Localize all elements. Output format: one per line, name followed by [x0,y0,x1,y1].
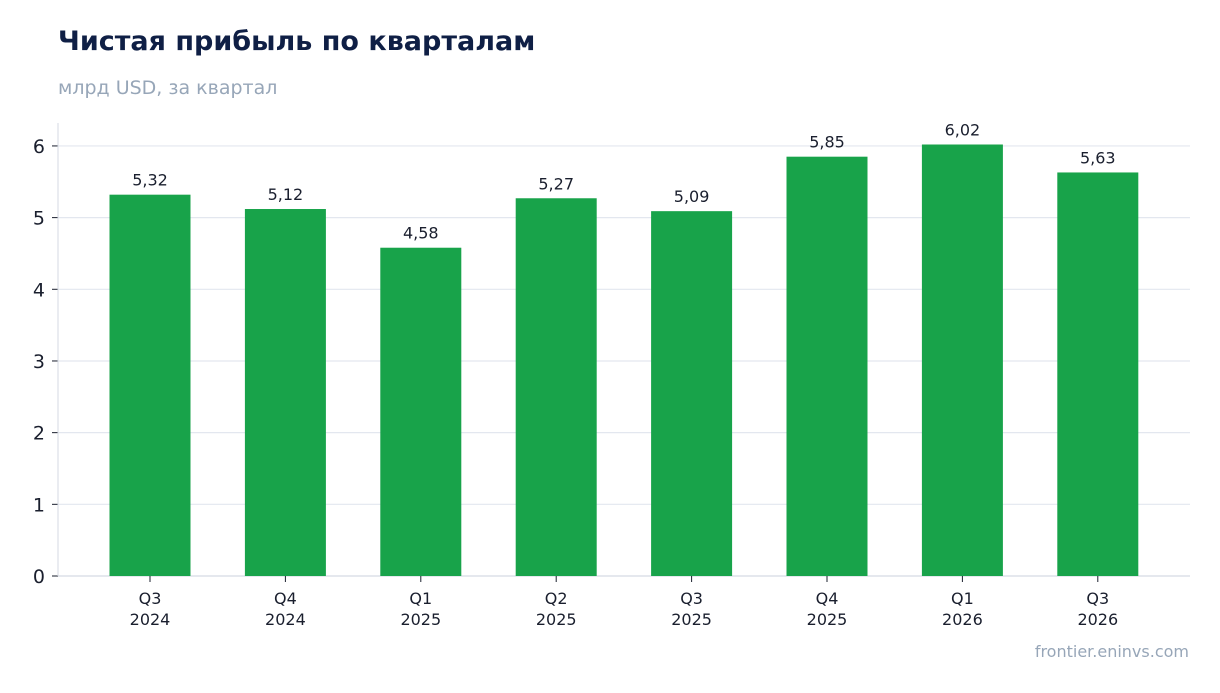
x-tick-label-quarter: Q4 [816,589,839,608]
x-tick-label-quarter: Q3 [680,589,703,608]
x-tick-label-year: 2024 [265,610,306,629]
bar-value-label: 6,02 [945,121,981,140]
y-tick-label: 2 [33,423,45,445]
bar [109,194,191,576]
y-tick-label: 3 [33,351,45,373]
labels: 5,32 Q3 2024 5,12 Q4 2024 4,58 Q1 2025 5,27 Q2 2025… [130,121,1119,629]
chart-title: Чистая прибыль по кварталам [58,26,536,57]
x-tick-label-quarter: Q2 [545,589,568,608]
bar-value-label: 5,27 [538,174,574,193]
bar [515,198,597,576]
bar-value-label: 5,32 [132,171,168,190]
bar-value-label: 5,85 [809,133,845,152]
source-attribution: frontier.eninvs.com [1034,642,1189,661]
x-tick-label-year: 2026 [942,610,983,629]
x-tick-label-quarter: Q3 [1086,589,1109,608]
gridlines [58,145,1190,505]
x-tick-label-quarter: Q3 [139,589,162,608]
bar [244,209,326,576]
x-tick-label-year: 2025 [807,610,848,629]
bar [651,211,733,577]
bar-value-label: 4,58 [403,224,439,243]
bar-value-label: 5,63 [1080,148,1116,167]
x-tick-label-year: 2026 [1077,610,1118,629]
y-tick-label: 0 [33,566,45,588]
x-tick-label-year: 2025 [671,610,712,629]
chart-subtitle: млрд USD, за квартал [58,77,278,99]
y-tick-label: 1 [33,494,45,516]
y-tick-label: 5 [33,208,45,230]
bar [786,156,868,576]
bar-value-label: 5,12 [268,185,304,204]
bar-value-label: 5,09 [674,187,710,206]
y-tick-label: 4 [33,279,45,301]
x-tick-label-year: 2025 [536,610,577,629]
bars [109,144,1139,577]
x-tick-label-year: 2024 [130,610,171,629]
bar [921,144,1003,576]
x-tick-label-quarter: Q4 [274,589,297,608]
axes: 0 1 2 3 4 5 6 [33,123,1190,588]
bar [1057,172,1139,576]
x-tick-label-quarter: Q1 [951,589,974,608]
bar [380,247,462,576]
x-tick-label-quarter: Q1 [409,589,432,608]
y-tick-label: 6 [33,136,45,158]
x-tick-label-year: 2025 [400,610,441,629]
